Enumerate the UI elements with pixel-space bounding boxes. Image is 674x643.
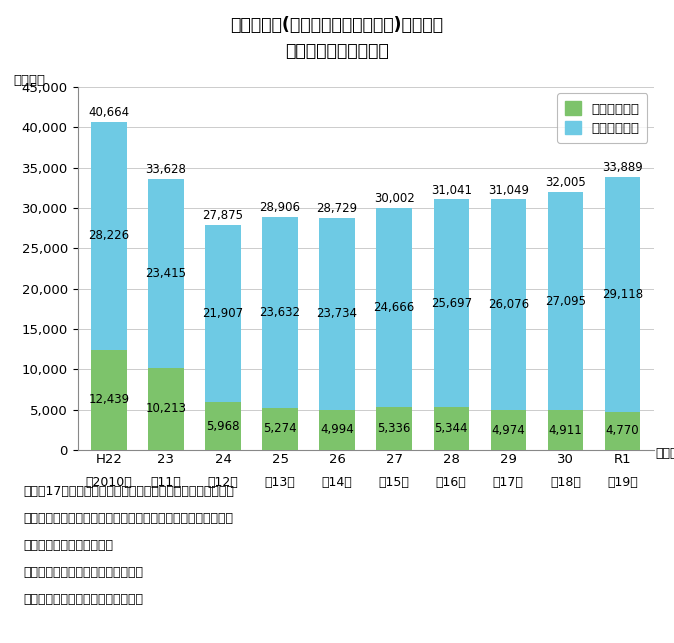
Bar [206,225,241,402]
Text: （年）: （年） [655,447,674,460]
Text: 山梨、長野、静岡。: 山梨、長野、静岡。 [24,539,114,552]
Text: 10,213: 10,213 [146,403,187,415]
Bar [377,407,412,450]
Text: 注１：17都県とは、青森、岩手、宮城、秋田、山形、福島、: 注１：17都県とは、青森、岩手、宮城、秋田、山形、福島、 [24,485,235,498]
Bar [319,218,355,410]
Text: 4,911: 4,911 [549,424,582,437]
Text: ２：乾しいたけは生重量換算値。: ２：乾しいたけは生重量換算値。 [24,566,144,579]
Text: 28,729: 28,729 [317,203,358,215]
Text: 5,274: 5,274 [264,422,297,435]
Text: （19）: （19） [607,476,638,489]
Text: （15）: （15） [379,476,410,489]
Text: （14）: （14） [321,476,353,489]
Text: 28,226: 28,226 [88,230,129,242]
Text: 31,041: 31,041 [431,184,472,197]
Bar [605,177,640,412]
Text: 26,076: 26,076 [488,298,529,311]
Text: 24,666: 24,666 [373,301,415,314]
Text: 23,415: 23,415 [146,267,187,280]
Bar [91,122,127,350]
Bar [206,402,241,450]
Text: 33,628: 33,628 [146,163,187,176]
Text: 27,095: 27,095 [545,294,586,307]
Text: （18）: （18） [550,476,581,489]
Text: 5,968: 5,968 [206,419,240,433]
Text: 4,974: 4,974 [491,424,525,437]
Legend: 原木しいたけ, 菌床しいたけ: 原木しいたけ, 菌床しいたけ [557,93,647,143]
Text: 23,632: 23,632 [259,305,301,319]
Bar [433,199,469,407]
Text: 25,697: 25,697 [431,296,472,310]
Text: 23,734: 23,734 [317,307,358,320]
Bar [491,410,526,450]
Bar [377,208,412,407]
Bar [91,350,127,450]
Text: 5,336: 5,336 [377,422,411,435]
Text: （トン）: （トン） [13,74,45,87]
Bar [148,368,183,450]
Text: （2010）: （2010） [86,476,132,489]
Text: 28,906: 28,906 [259,201,301,214]
Text: （17）: （17） [493,476,524,489]
Text: （16）: （16） [436,476,466,489]
Text: （12）: （12） [208,476,239,489]
Bar [548,192,583,410]
Bar [262,217,298,408]
Text: （13）: （13） [265,476,295,489]
Bar [262,408,298,450]
Bar [548,410,583,450]
Bar [148,179,183,368]
Text: 12,439: 12,439 [88,394,129,406]
Text: 21,907: 21,907 [202,307,243,320]
Text: 32,005: 32,005 [545,176,586,189]
Text: 資料：林野庁「特用林産基礎資料」: 資料：林野庁「特用林産基礎資料」 [24,593,144,606]
Text: しいたけ生産量の推移: しいたけ生産量の推移 [285,42,389,60]
Text: 33,889: 33,889 [602,161,643,174]
Text: 30,002: 30,002 [374,192,415,205]
Text: 5,344: 5,344 [435,422,468,435]
Text: 31,049: 31,049 [488,184,529,197]
Text: （11）: （11） [150,476,181,489]
Text: 40,664: 40,664 [88,106,129,119]
Text: 茨城、栃木、群馬、埼玉、東京、千葉、神奈川、新潟、: 茨城、栃木、群馬、埼玉、東京、千葉、神奈川、新潟、 [24,512,234,525]
Bar [491,199,526,410]
Bar [605,412,640,450]
Text: 4,770: 4,770 [605,424,639,437]
Text: 4,994: 4,994 [320,424,354,437]
Text: 27,875: 27,875 [202,209,243,222]
Text: 東日本地域(北海道を除く１７都県)における: 東日本地域(北海道を除く１７都県)における [231,16,443,34]
Bar [433,407,469,450]
Text: 29,118: 29,118 [602,287,643,300]
Bar [319,410,355,450]
